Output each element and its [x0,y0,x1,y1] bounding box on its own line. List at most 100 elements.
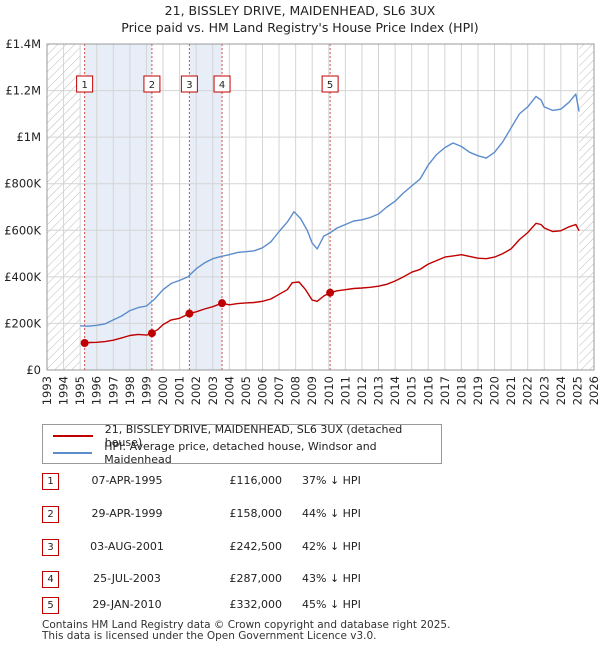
x-tick-label: 2002 [189,376,203,405]
transaction-number: 3 [42,539,59,556]
x-tick-label: 1994 [57,376,71,405]
x-tick-label: 1998 [123,376,137,405]
x-tick-label: 2006 [256,376,270,405]
x-tick-label: 2017 [438,376,452,405]
footer: Contains HM Land Registry data © Crown c… [42,620,450,642]
x-tick-label: 2005 [239,376,253,405]
x-tick-label: 2018 [454,376,468,405]
x-tick-label: 2004 [222,376,236,405]
x-tick-label: 2020 [488,376,502,405]
x-tick-label: 1995 [73,376,87,405]
x-tick-label: 2021 [504,376,518,405]
sale-number-box [213,75,231,93]
transaction-date: 07-APR-1995 [91,474,163,487]
sale-number-label: 2 [149,80,155,91]
x-tick-label: 2012 [355,376,369,405]
x-tick-label: 2026 [587,376,600,405]
chart-title: 21, BISSLEY DRIVE, MAIDENHEAD, SL6 3UX [164,3,436,18]
transaction-price: £242,500 [229,540,283,553]
transaction-hpi-diff: 43% ↓ HPI [302,572,361,585]
sale-number-label: 1 [81,80,87,91]
transaction-number: 2 [42,506,59,523]
legend-swatch-hpi [53,452,93,454]
transaction-date: 29-APR-1999 [91,507,163,520]
legend-label-property: 21, BISSLEY DRIVE, MAIDENHEAD, SL6 3UX (… [104,423,403,449]
table-row: 3 03-AUG-2001 £242,500 42% ↓ HPI [42,539,462,559]
y-tick-label: £800K [4,177,41,191]
y-tick-label: £1.4M [5,37,41,51]
transaction-hpi-diff: 42% ↓ HPI [302,540,361,553]
y-tick-label: £1.2M [5,84,41,98]
legend-label-hpi: HPI: Average price, detached house, Wind… [104,440,377,466]
x-tick-label: 2009 [305,376,319,405]
sale-number-box [143,75,161,93]
transaction-date: 25-JUL-2003 [93,572,161,585]
x-tick-label: 2013 [372,376,386,405]
y-tick-label: £0 [26,363,41,377]
transaction-number: 1 [42,473,59,490]
x-tick-label: 2008 [289,376,303,405]
legend-item-property: 21, BISSLEY DRIVE, MAIDENHEAD, SL6 3UX (… [53,423,441,449]
x-tick-label: 2023 [537,376,551,405]
sale-number-box [76,75,94,93]
table-row: 2 29-APR-1999 £158,000 44% ↓ HPI [42,506,462,526]
x-tick-label: 1997 [106,376,120,405]
x-tick-label: 2000 [156,376,170,405]
shaded-region [189,44,223,370]
transaction-number: 4 [42,571,59,588]
table-row: 1 07-APR-1995 £116,000 37% ↓ HPI [42,473,462,493]
x-tick-label: 2024 [554,376,568,405]
x-tick-label: 1993 [40,376,54,405]
x-tick-label: 2011 [338,376,352,405]
y-tick-label: £600K [4,223,41,237]
chart-subtitle: Price paid vs. HM Land Registry's House … [121,20,479,35]
sale-number-box [180,75,198,93]
transaction-price: £116,000 [229,474,283,487]
plot-frame [46,43,595,371]
x-tick-label: 2001 [173,376,187,405]
x-tick-label: 2003 [206,376,220,405]
footer-copyright: Contains HM Land Registry data © Crown c… [42,619,451,631]
x-tick-label: 2010 [322,376,336,405]
sale-point [218,299,227,308]
transaction-date: 29-JAN-2010 [92,598,162,611]
transaction-hpi-diff: 37% ↓ HPI [302,474,361,487]
y-tick-label: £200K [4,316,41,330]
x-tick-label: 1999 [139,376,153,405]
footer-license: This data is licensed under the Open Gov… [42,630,377,642]
transaction-date: 03-AUG-2001 [90,540,164,553]
sale-number-label: 4 [219,80,225,91]
legend-item-hpi: HPI: Average price, detached house, Wind… [53,440,441,466]
sale-number-label: 5 [327,80,333,91]
x-tick-label: 2022 [521,376,535,405]
shaded-region [84,44,152,370]
legend-swatch-property [53,435,93,437]
x-tick-label: 2019 [471,376,485,405]
transaction-hpi-diff: 44% ↓ HPI [302,507,361,520]
y-tick-label: £400K [4,270,41,284]
sale-number-label: 3 [186,80,192,91]
sale-point [185,309,194,318]
sale-point [147,329,156,338]
transaction-price: £332,000 [229,598,283,611]
hatched-region [579,44,594,370]
y-tick-label: £1M [16,130,41,144]
sale-point [80,338,89,347]
x-tick-label: 2025 [570,376,584,405]
hpi-line [80,93,580,327]
sale-point [326,288,335,297]
table-row: 4 25-JUL-2003 £287,000 43% ↓ HPI [42,571,462,591]
transaction-price: £158,000 [229,507,283,520]
x-tick-label: 2014 [388,376,402,405]
table-row: 5 29-JAN-2010 £332,000 45% ↓ HPI [42,597,462,617]
price-chart: 1 2 3 4 5 £0 £200K £400K £600K £800K £1M £1.2M £1.4… [4,37,600,405]
legend: 21, BISSLEY DRIVE, MAIDENHEAD, SL6 3UX (… [42,423,442,466]
x-tick-label: 2016 [421,376,435,405]
sale-number-box [321,75,339,93]
transaction-hpi-diff: 45% ↓ HPI [302,598,361,611]
x-tick-label: 1996 [90,376,104,405]
x-tick-label: 2015 [405,376,419,405]
transaction-number: 5 [42,597,59,614]
transaction-price: £287,000 [229,572,283,585]
x-tick-label: 2007 [272,376,286,405]
